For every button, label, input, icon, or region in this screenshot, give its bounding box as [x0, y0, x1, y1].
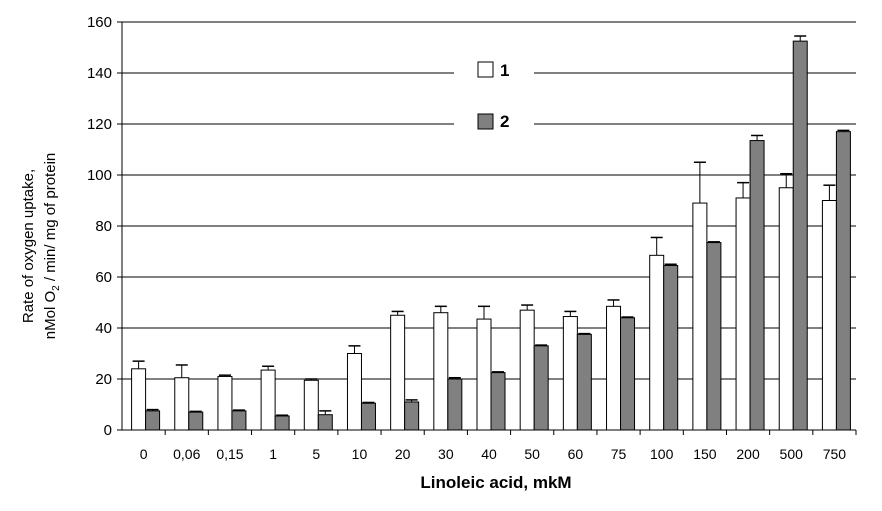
- bar-series-1: [778, 187, 794, 431]
- x-tick-label: 100: [650, 446, 674, 462]
- x-tick-label: 0,15: [216, 446, 243, 462]
- y-tick-label: 140: [87, 65, 112, 82]
- legend-background: [454, 52, 534, 136]
- bar-series-1: [562, 316, 578, 431]
- bar-series-2: [360, 402, 376, 431]
- legend-swatch-series-1: [477, 61, 494, 78]
- bar-series-2: [188, 411, 204, 431]
- x-tick-label: 75: [611, 446, 627, 462]
- y-tick-label: 120: [87, 116, 112, 133]
- bar-series-1: [174, 377, 190, 431]
- bar-series-2: [404, 401, 420, 431]
- x-tick-label: 5: [312, 446, 320, 462]
- y-tick-label: 40: [95, 320, 112, 337]
- bar-series-2: [749, 140, 765, 431]
- y-axis-label-line2-post: / min/ mg of protein: [42, 153, 59, 286]
- y-tick-label: 80: [95, 218, 112, 235]
- x-tick-label: 0: [140, 446, 148, 462]
- bar-series-2: [706, 242, 722, 431]
- bars: [131, 35, 851, 431]
- x-tick-label: 1: [269, 446, 277, 462]
- x-tick-labels: 0 0,06 0,15 1 5 10 20 30 40 50 60 75 100 150 200 500 750: [140, 446, 847, 462]
- x-tick-label: 0,06: [173, 446, 200, 462]
- x-tick-label: 40: [481, 446, 497, 462]
- bar-series-2: [576, 333, 592, 431]
- y-axis-label-subscript: 2: [51, 285, 62, 291]
- bar-series-1: [821, 200, 837, 431]
- bar-series-1: [303, 379, 319, 431]
- bar-series-1: [519, 309, 535, 431]
- bar-series-1: [735, 197, 751, 431]
- bar-series-1: [217, 375, 233, 431]
- y-tick-labels: 0 20 40 60 80 100 120 140 160: [87, 14, 112, 439]
- bar-series-1: [131, 368, 147, 431]
- x-tick-label: 500: [780, 446, 804, 462]
- legend-label-series-2: 2: [500, 112, 509, 131]
- y-tick-label: 100: [87, 167, 112, 184]
- y-tick-label: 160: [87, 14, 112, 31]
- bar-series-2: [145, 410, 161, 431]
- y-axis-label-line2-pre: nMol O: [42, 291, 59, 339]
- bar-series-1: [346, 353, 362, 431]
- bar-series-1: [433, 312, 449, 431]
- axes: [121, 22, 857, 435]
- legend-label-series-1: 1: [500, 61, 509, 80]
- bar-series-2: [792, 40, 808, 431]
- x-tick-label: 60: [568, 446, 584, 462]
- x-axis-label: Linoleic acid, mkM: [420, 473, 571, 492]
- legend-swatch-series-2: [477, 113, 494, 130]
- x-tick-label: 150: [693, 446, 717, 462]
- bar-series-1: [692, 202, 708, 431]
- bar-series-1: [649, 254, 665, 431]
- bar-series-1: [390, 314, 406, 431]
- y-axis-label-line2: nMol O2 / min/ mg of protein: [42, 153, 62, 339]
- y-tick-label: 60: [95, 269, 112, 286]
- bar-series-2: [620, 317, 636, 431]
- x-tick-label: 750: [823, 446, 847, 462]
- bar-series-2: [317, 414, 333, 431]
- bar-series-1: [260, 369, 276, 431]
- bar-series-2: [274, 415, 290, 431]
- bar-series-1: [606, 305, 622, 431]
- bar-series-2: [533, 345, 549, 431]
- bar-series-1: [476, 318, 492, 431]
- x-tick-label: 200: [736, 446, 760, 462]
- bar-series-2: [663, 265, 679, 431]
- x-tick-label: 30: [438, 446, 454, 462]
- x-tick-label: 50: [524, 446, 540, 462]
- x-tick-label: 20: [395, 446, 411, 462]
- bar-series-2: [490, 372, 506, 431]
- bar-series-2: [231, 410, 247, 431]
- bar-series-2: [835, 131, 851, 431]
- y-tick-label: 0: [104, 422, 112, 439]
- y-axis-label-line1: Rate of oxygen uptake,: [20, 169, 37, 323]
- x-tick-label: 10: [352, 446, 368, 462]
- bar-series-2: [447, 378, 463, 431]
- legend: 1 2: [454, 52, 534, 136]
- y-tick-label: 20: [95, 371, 112, 388]
